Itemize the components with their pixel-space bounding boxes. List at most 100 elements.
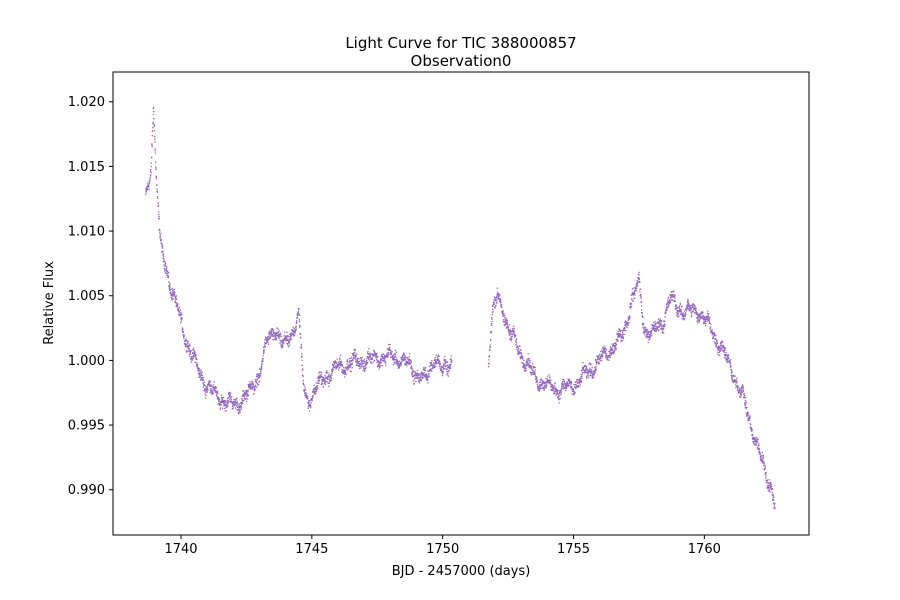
data-point [626,326,628,329]
data-point [163,268,166,270]
data-point [440,365,442,367]
data-point [581,371,584,374]
data-point [256,379,258,381]
data-point [320,371,323,374]
data-point [683,318,686,320]
data-point [286,338,289,340]
data-point [649,336,651,338]
data-point [430,363,433,365]
data-point [731,371,733,373]
data-point [543,388,546,390]
data-point [198,373,201,375]
data-point [501,306,503,308]
data-point [501,312,504,314]
data-point [646,332,649,334]
x-tick-label: 1755 [557,542,590,557]
data-point [273,331,276,334]
data-point [496,287,499,289]
data-point [504,316,506,319]
data-point [240,408,243,410]
data-point [312,394,315,397]
data-point [758,444,760,447]
data-point [695,309,697,311]
data-point [289,339,292,341]
data-point [258,380,261,383]
data-point [204,385,207,387]
data-point [585,370,587,372]
data-point [413,382,415,385]
data-point [450,355,452,357]
data-point [732,381,735,384]
data-point [681,318,683,320]
data-point [331,370,334,372]
data-point [220,394,223,396]
data-point [244,398,246,401]
data-point [609,350,611,353]
data-point [509,333,511,336]
data-point [368,347,370,350]
data-point [380,361,383,364]
data-point [736,381,738,383]
data-point [299,333,302,335]
data-point [311,397,314,400]
data-point [364,369,366,371]
data-point [318,382,320,385]
data-point [375,354,378,356]
data-point [568,378,571,381]
data-point [553,392,556,395]
data-point [325,380,327,382]
data-point [194,352,196,355]
data-point [338,369,340,371]
data-point [750,430,753,432]
data-point [427,382,429,384]
data-point [155,177,158,180]
data-point [706,317,709,320]
data-point [771,491,774,494]
data-point [171,297,173,300]
data-point [207,389,209,391]
data-point [420,379,423,381]
data-point [562,383,565,385]
data-point [680,311,683,313]
data-point [647,336,649,339]
data-point [389,356,392,359]
data-point [560,391,563,394]
data-point [272,334,274,336]
data-point [647,341,649,344]
data-point [255,378,257,381]
data-point [186,339,188,342]
data-point [447,373,449,375]
data-point [397,361,400,363]
data-point [491,308,494,310]
data-point [491,320,493,323]
data-point [611,343,613,345]
data-point [277,328,279,330]
data-point [724,349,726,351]
data-point [272,329,275,331]
data-point [290,334,293,336]
data-point [721,340,723,342]
data-point [499,297,501,300]
data-point [666,301,669,304]
data-point [642,316,644,319]
data-point [589,374,592,377]
data-point [154,161,157,163]
data-point [346,363,348,365]
data-point [155,168,157,171]
data-point [246,398,249,400]
data-point [195,362,198,364]
data-point [233,404,236,406]
data-point [156,195,159,198]
data-point [690,309,692,311]
data-point [549,376,551,379]
data-point [770,481,772,484]
data-point [628,315,631,317]
data-point [768,478,771,481]
data-point [158,232,161,234]
data-point [617,330,619,333]
data-point [260,366,263,368]
data-point [381,364,383,367]
data-point [287,345,290,348]
data-point [502,310,504,312]
data-point [356,357,359,360]
